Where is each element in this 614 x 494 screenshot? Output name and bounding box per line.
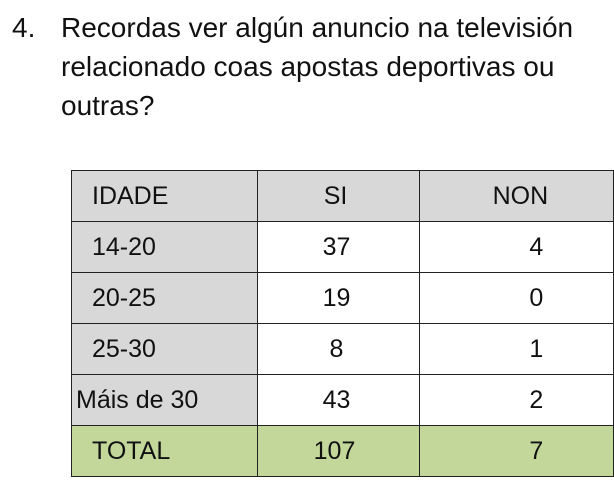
total-si: 107 (257, 425, 420, 477)
table-header-row: IDADE SI NON (70, 170, 614, 222)
idade-cell: Máis de 30 (70, 374, 259, 426)
question-line: Recordas ver algún anuncio na televisión (61, 12, 574, 43)
si-cell: 19 (257, 272, 420, 324)
idade-cell: 20-25 (70, 272, 259, 324)
question-text: Recordas ver algún anuncio na televisión… (61, 8, 601, 125)
header-si: SI (257, 170, 420, 222)
header-idade: IDADE (70, 170, 259, 222)
question-line: relacionado coas apostas deportivas ou (61, 51, 555, 82)
table-row: 25-30 8 1 (70, 323, 614, 375)
results-table: IDADE SI NON 14-20 37 4 20-25 19 0 25-30… (70, 170, 614, 477)
question-line: outras? (61, 90, 155, 121)
idade-cell: 14-20 (70, 221, 259, 273)
table-row: 14-20 37 4 (70, 221, 614, 273)
non-cell: 1 (418, 323, 614, 375)
non-cell: 2 (418, 374, 614, 426)
si-cell: 37 (257, 221, 420, 273)
non-cell: 0 (418, 272, 614, 324)
total-label: TOTAL (70, 425, 259, 477)
table-row: Máis de 30 43 2 (70, 374, 614, 426)
si-cell: 43 (257, 374, 420, 426)
idade-cell: 25-30 (70, 323, 259, 375)
table-total-row: TOTAL 107 7 (70, 425, 614, 477)
non-cell: 4 (418, 221, 614, 273)
header-non: NON (418, 170, 614, 222)
table-row: 20-25 19 0 (70, 272, 614, 324)
si-cell: 8 (257, 323, 420, 375)
question-number: 4. (12, 12, 36, 43)
total-non: 7 (418, 425, 614, 477)
